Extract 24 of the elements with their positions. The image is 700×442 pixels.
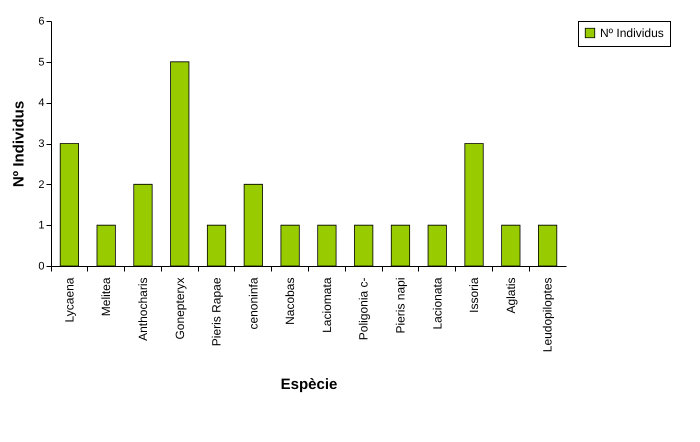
y-tick-label: 5	[38, 56, 44, 68]
x-tick-label: Pieris napi	[393, 278, 408, 334]
x-tick-label: Issoria	[467, 277, 482, 313]
x-axis-title: Espècie	[280, 376, 338, 394]
y-tick-label: 3	[38, 138, 44, 150]
legend-label: Nº Individus	[600, 26, 664, 40]
x-tick-label: Melitea	[99, 277, 114, 316]
y-tick-label: 4	[38, 97, 44, 110]
x-tick-label: Nacobas	[283, 278, 298, 325]
x-tick-label: Laciomata	[320, 277, 334, 333]
x-tick-label: Anthocharis	[136, 278, 150, 341]
x-tick-label: cenoninfa	[246, 277, 260, 330]
y-tick-label: 2	[38, 178, 44, 191]
x-tick-label: Lycaena	[62, 277, 76, 322]
x-tick-label: Poligonia c-	[356, 278, 371, 340]
y-axis-title: Nº Individus	[10, 100, 28, 188]
x-tick-label: Gonepteryx	[172, 278, 187, 340]
x-tick-label: Lacionata	[430, 277, 444, 330]
y-tick-label: 6	[38, 16, 44, 28]
x-tick-label: Aglatis	[504, 278, 518, 314]
x-tick-label: Pieris Rapae	[210, 277, 224, 346]
y-tick-label: 0	[38, 260, 44, 272]
y-tick-label: 1	[38, 220, 44, 232]
x-tick-label: Leudopiloptes	[540, 278, 555, 352]
